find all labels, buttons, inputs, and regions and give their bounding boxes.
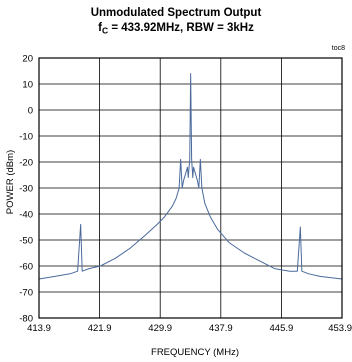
y-tick-label: -40 xyxy=(19,210,33,221)
chart-title: Unmodulated Spectrum Output xyxy=(91,7,262,19)
y-tick-label: -50 xyxy=(19,236,33,247)
y-tick-label: -80 xyxy=(19,314,33,325)
y-tick-label: -20 xyxy=(19,158,33,169)
x-tick-label: 445.9 xyxy=(270,323,294,334)
x-tick-label: 453.9 xyxy=(328,323,352,334)
y-tick-label: -10 xyxy=(19,132,33,143)
y-axis-label: POWER (dBm) xyxy=(5,150,16,214)
y-tick-label: -70 xyxy=(19,288,33,299)
y-tick-label: -60 xyxy=(19,262,33,273)
x-tick-label: 421.9 xyxy=(88,323,112,334)
x-tick-label: 413.9 xyxy=(27,323,51,334)
figure-id-label: toc8 xyxy=(332,45,345,52)
x-tick-labels: 413.9 421.9 429.9 437.9 445.9 453.9 xyxy=(27,323,352,334)
x-tick-label: 437.9 xyxy=(209,323,233,334)
y-tick-label: 10 xyxy=(22,80,33,91)
y-tick-label: 20 xyxy=(22,54,33,65)
plot-frame xyxy=(38,57,343,319)
chart-subtitle: fC = 433.92MHz, RBW = 3kHz xyxy=(98,22,254,36)
y-tick-label: 0 xyxy=(28,106,33,117)
series-layer xyxy=(38,73,343,280)
y-tick-labels: 20 10 0 -10 -20 -30 -40 -50 -60 -70 -80 xyxy=(19,54,33,325)
y-tick-label: -30 xyxy=(19,184,33,195)
spectrum-trace xyxy=(38,73,343,280)
x-tick-label: 429.9 xyxy=(148,323,172,334)
x-axis-label: FREQUENCY (MHz) xyxy=(151,347,239,358)
